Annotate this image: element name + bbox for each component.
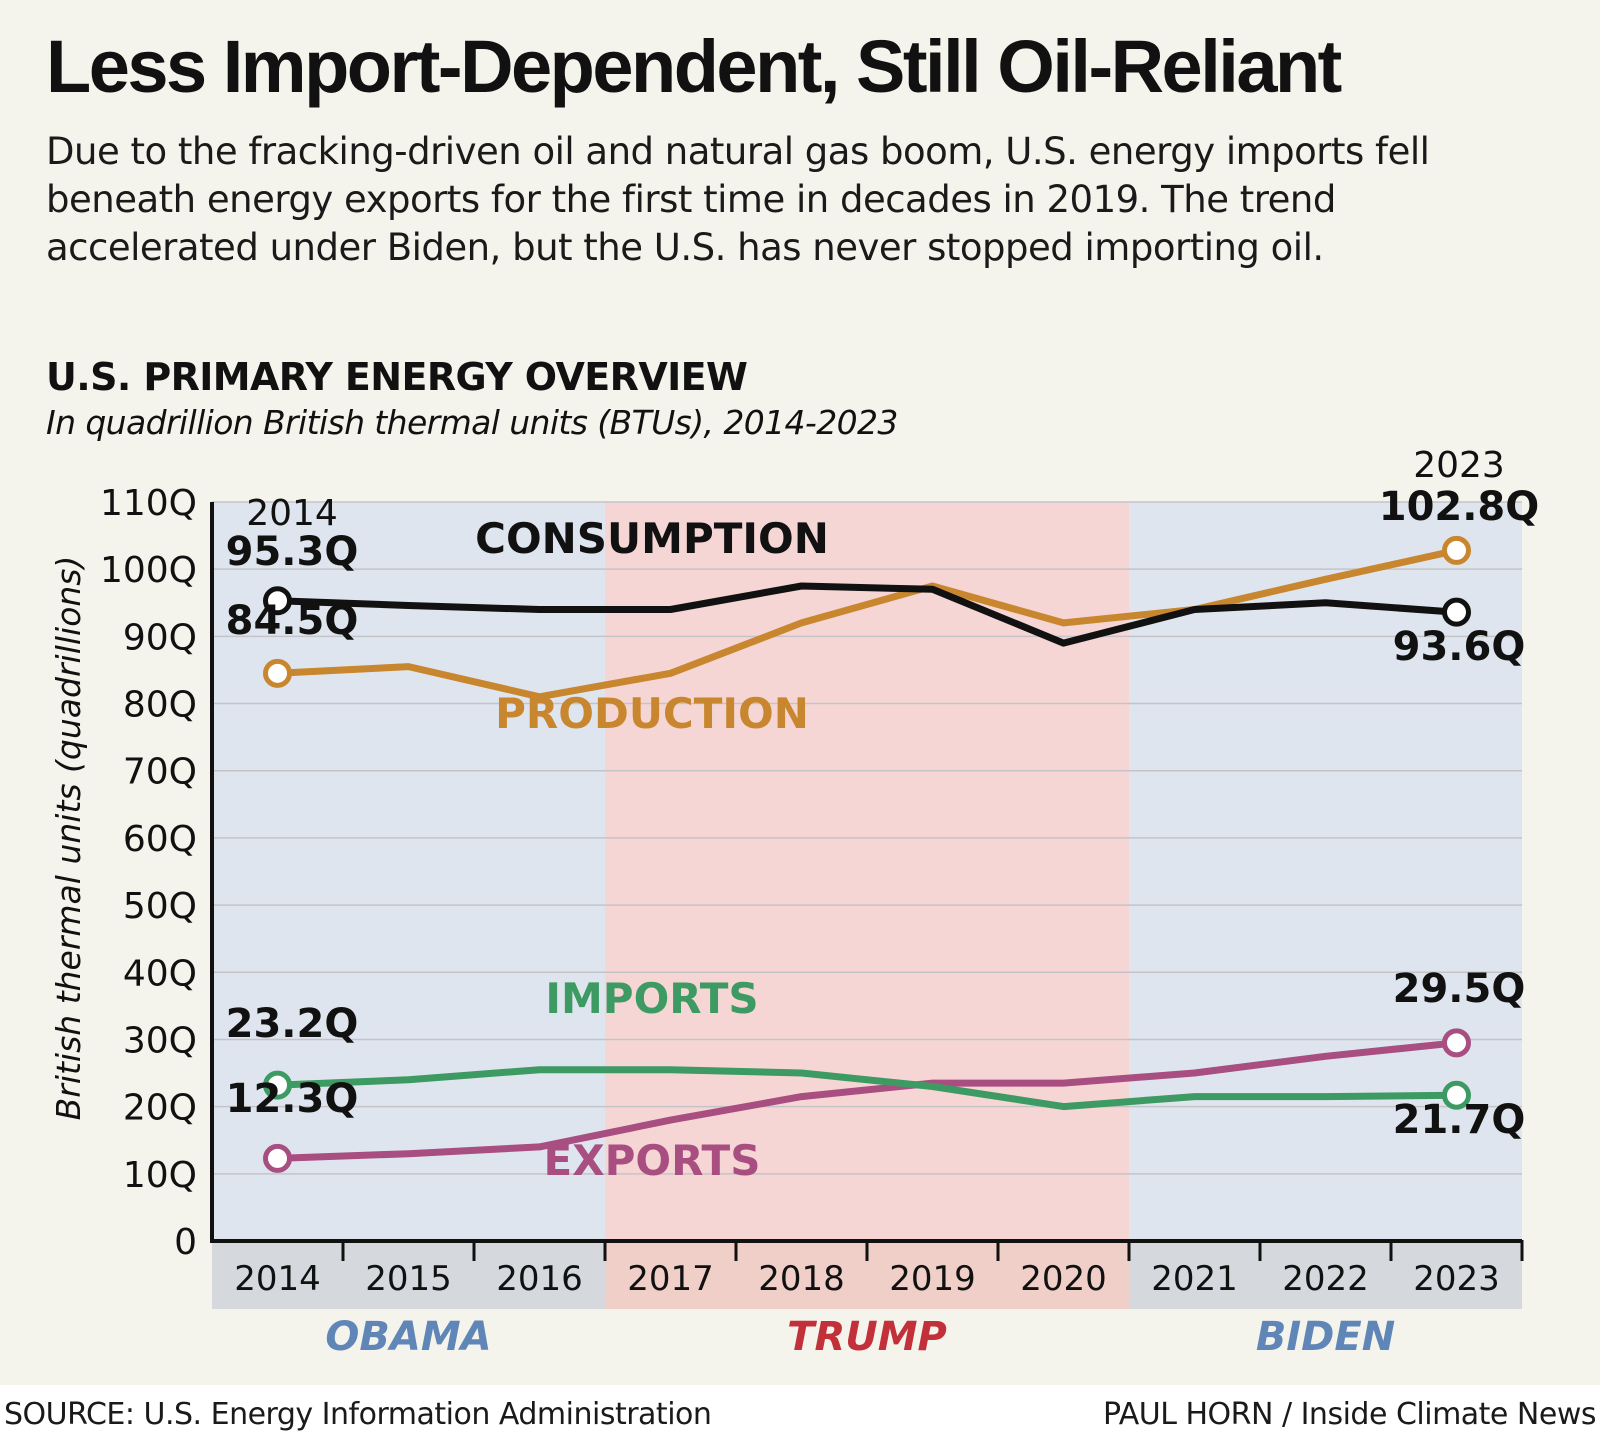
- series-lines: [263, 535, 1471, 1173]
- series-line-imports: [274, 1066, 1460, 1111]
- x-tick-label: 2016: [496, 1259, 583, 1299]
- y-tick-label: 0: [174, 1222, 197, 1263]
- annotation-exports-end: 29.5Q: [1393, 966, 1526, 1012]
- axis-strip-biden: [1129, 1241, 1522, 1309]
- y-tick-label: 30Q: [123, 1020, 197, 1061]
- x-tick-label: 2021: [1151, 1259, 1238, 1299]
- y-tick-label: 110Q: [100, 483, 197, 524]
- x-tick-label: 2018: [758, 1259, 845, 1299]
- gridlines: [212, 501, 1522, 1175]
- series-line-consumption: [274, 582, 1460, 647]
- endpoint-marker-exports: [263, 1143, 292, 1173]
- annotation-end-year: 2023: [1413, 445, 1505, 486]
- series-label-exports: EXPORTS: [544, 1136, 761, 1185]
- headline: Less Import-Dependent, Still Oil-Reliant: [46, 25, 1342, 108]
- x-tick-label: 2023: [1413, 1259, 1500, 1299]
- annotation-production-start: 84.5Q: [226, 598, 359, 644]
- admin-label-trump: TRUMP: [787, 1314, 947, 1360]
- endpoint-marker-imports: [263, 1070, 292, 1100]
- axes: 0 10Q 20Q 30Q 40Q 50Q 60Q 70Q 80Q 90Q 100Q 110Q 2014…: [49, 483, 1524, 1299]
- endpoint-marker-production: [263, 658, 292, 688]
- y-tick-label: 80Q: [123, 685, 197, 726]
- y-tick-label: 50Q: [123, 886, 197, 927]
- chart-subtitle: In quadrillion British thermal units (BT…: [46, 403, 898, 442]
- y-tick-label: 100Q: [100, 550, 197, 591]
- annotation-start-year: 2014: [246, 493, 338, 534]
- chart-title: U.S. PRIMARY ENERGY OVERVIEW: [46, 355, 748, 399]
- x-tick-label: 2019: [889, 1259, 976, 1299]
- annotation-exports-start: 12.3Q: [226, 1076, 359, 1122]
- endpoint-marker-consumption: [1442, 597, 1471, 627]
- admin-label-obama: OBAMA: [325, 1314, 491, 1360]
- y-tick-label: 20Q: [123, 1088, 197, 1129]
- annotation-labels: OBAMA TRUMP BIDEN CONSUMPTION PRODUCTION IMPO…: [226, 445, 1540, 1360]
- x-tick-label: 2022: [1282, 1259, 1369, 1299]
- x-tick-label: 2020: [1020, 1259, 1107, 1299]
- dek-text: Due to the fracking-driven oil and natur…: [46, 130, 1430, 269]
- source-note: SOURCE: U.S. Energy Information Administ…: [4, 1397, 712, 1432]
- y-axis-title: British thermal units (quadrillions): [49, 556, 88, 1121]
- series-label-imports: IMPORTS: [545, 974, 758, 1023]
- series-line-production: [274, 546, 1460, 701]
- x-tick-label: 2017: [627, 1259, 714, 1299]
- endpoint-marker-exports: [1442, 1028, 1471, 1058]
- band-trump: [605, 502, 1129, 1241]
- series-line-exports: [274, 1039, 1460, 1162]
- series-label-consumption: CONSUMPTION: [475, 514, 829, 563]
- annotation-imports-end: 21.7Q: [1393, 1097, 1526, 1143]
- line-chart: 0 10Q 20Q 30Q 40Q 50Q 60Q 70Q 80Q 90Q 100Q 110Q 2014…: [49, 445, 1540, 1360]
- admin-label-biden: BIDEN: [1256, 1314, 1395, 1360]
- credit-note: PAUL HORN / Inside Climate News: [1103, 1397, 1596, 1432]
- annotation-consumption-end: 93.6Q: [1393, 624, 1526, 670]
- series-label-production: PRODUCTION: [495, 689, 809, 738]
- annotation-production-end: 102.8Q: [1379, 484, 1540, 530]
- y-tick-label: 90Q: [123, 617, 197, 658]
- endpoint-marker-production: [1442, 535, 1471, 565]
- y-tick-label: 40Q: [123, 953, 197, 994]
- annotation-consumption-start: 95.3Q: [226, 529, 359, 575]
- endpoint-marker-consumption: [263, 586, 292, 616]
- footer-bar: [0, 1385, 1600, 1442]
- band-obama: [212, 502, 605, 1241]
- x-tick-label: 2015: [365, 1259, 452, 1299]
- endpoint-marker-imports: [1442, 1080, 1471, 1110]
- axis-strip-obama: [212, 1241, 605, 1309]
- y-tick-label: 70Q: [123, 752, 197, 793]
- x-tick-label: 2014: [234, 1259, 321, 1299]
- y-tick-label: 60Q: [123, 819, 197, 860]
- annotation-imports-start: 23.2Q: [226, 1001, 359, 1047]
- y-tick-label: 10Q: [123, 1155, 197, 1196]
